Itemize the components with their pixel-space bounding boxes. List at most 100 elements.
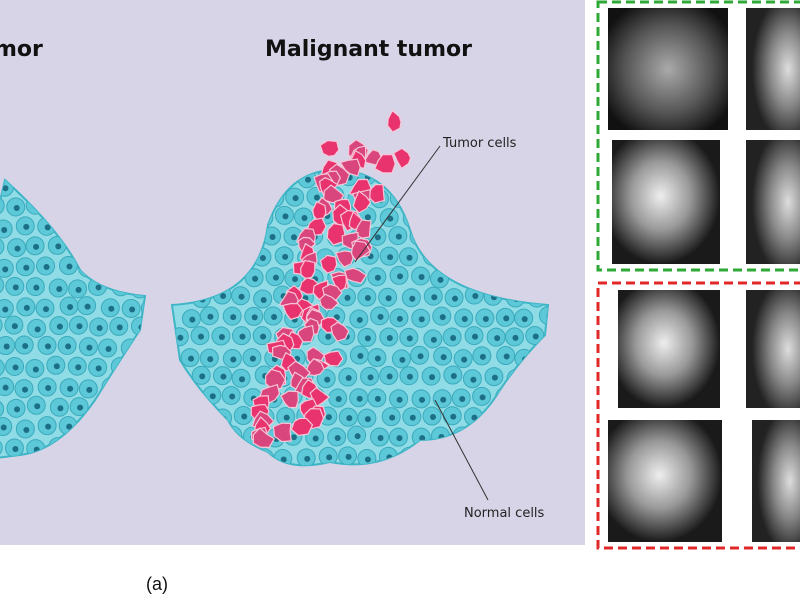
cell [503, 353, 510, 360]
cell [283, 414, 290, 421]
cell [14, 406, 21, 413]
cell [220, 373, 227, 380]
cell [471, 414, 478, 421]
cell [374, 355, 381, 362]
mammogram [612, 140, 720, 264]
tumor-cell [299, 259, 316, 280]
cell [67, 304, 74, 311]
cell [326, 454, 333, 461]
cell [12, 284, 19, 291]
cell [461, 316, 468, 323]
cell [387, 215, 394, 222]
cell [377, 313, 384, 320]
cell [282, 253, 289, 260]
cell [406, 254, 413, 261]
cell [357, 353, 364, 360]
tumor-cell [264, 368, 286, 390]
cell [356, 316, 363, 323]
cell [431, 294, 438, 301]
cell [304, 455, 311, 462]
cell [12, 364, 19, 371]
cell [292, 195, 299, 202]
mammogram [608, 8, 728, 130]
cell [461, 356, 468, 363]
mammogram [618, 290, 720, 408]
cell [512, 334, 519, 341]
cell [14, 245, 21, 252]
mammogram [746, 140, 800, 264]
cell [292, 276, 299, 283]
cell [249, 355, 256, 362]
cell [23, 223, 30, 230]
cell [437, 276, 444, 283]
cell [325, 333, 332, 340]
cell [45, 384, 52, 391]
title: Malignant tumor [265, 37, 472, 62]
cell [43, 263, 50, 270]
cell [66, 263, 73, 270]
cell [252, 275, 259, 282]
cell [386, 373, 393, 380]
tumor-cell [272, 422, 292, 443]
mammogram [746, 8, 800, 130]
cell [21, 386, 28, 393]
tumor-cell [350, 240, 371, 262]
cell [230, 314, 237, 321]
cell [207, 356, 214, 363]
cell [34, 403, 41, 410]
cell [95, 365, 102, 372]
cell [399, 356, 406, 363]
cell [23, 264, 30, 271]
cell [538, 305, 548, 325]
cell [3, 343, 10, 350]
cell [241, 413, 248, 420]
cell [301, 214, 308, 221]
tumor-cells [250, 109, 412, 449]
cell [2, 306, 9, 313]
cell [419, 396, 426, 403]
cell [260, 296, 267, 303]
cell [313, 194, 320, 201]
cell [77, 404, 84, 411]
cell [439, 314, 446, 321]
cell [23, 304, 30, 311]
cell [220, 293, 227, 300]
cell [324, 376, 331, 383]
cell [450, 413, 457, 420]
cell [56, 323, 63, 330]
cell [229, 393, 236, 400]
cell [406, 335, 413, 342]
cell [75, 364, 82, 371]
cell [491, 374, 498, 381]
cell [260, 333, 267, 340]
cell [95, 284, 102, 291]
tumor-cell [392, 147, 412, 170]
cell [494, 335, 501, 342]
cell [374, 234, 381, 241]
cell [459, 396, 466, 403]
cell [409, 414, 416, 421]
cell [34, 326, 41, 333]
cell [57, 405, 64, 412]
cell [429, 414, 436, 421]
cell [450, 373, 457, 380]
mammogram [608, 420, 722, 542]
cell [482, 315, 489, 322]
cell [188, 355, 195, 362]
tumor-cell [335, 250, 354, 268]
cell [452, 295, 459, 302]
cell [430, 336, 437, 343]
cell [56, 285, 63, 292]
cell [472, 333, 479, 340]
cell [66, 423, 73, 430]
cell [345, 375, 352, 382]
tumor-cell [326, 222, 346, 246]
cell [65, 343, 72, 350]
cell [239, 376, 246, 383]
cell [374, 395, 381, 402]
cell [396, 315, 403, 322]
cell [429, 374, 436, 381]
cell [272, 274, 279, 281]
cell [334, 434, 341, 441]
cell [0, 237, 5, 257]
